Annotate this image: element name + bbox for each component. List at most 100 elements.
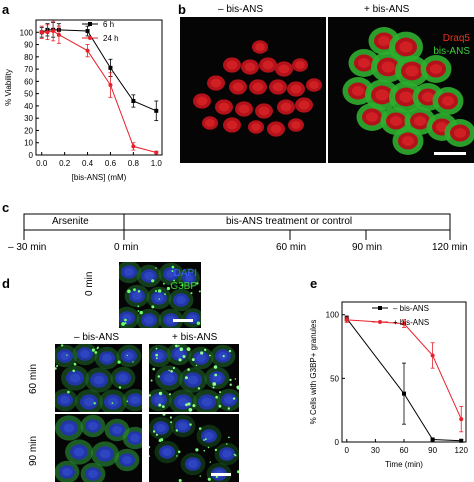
granule bbox=[190, 292, 193, 295]
granule bbox=[184, 376, 188, 380]
nucleus-texture bbox=[205, 119, 215, 127]
x-tick-label: 0.2 bbox=[59, 159, 71, 168]
granule bbox=[176, 455, 178, 457]
nucleus-texture bbox=[252, 82, 264, 92]
nucleus-texture bbox=[63, 423, 75, 433]
nucleus-texture bbox=[196, 354, 206, 362]
legend-marker bbox=[88, 36, 92, 40]
granule bbox=[168, 393, 172, 396]
timeline-tick-m30: – 30 min bbox=[8, 242, 47, 253]
granule bbox=[164, 293, 166, 296]
nucleus-texture bbox=[255, 43, 265, 51]
granule bbox=[151, 305, 155, 309]
nucleus-texture bbox=[222, 450, 232, 458]
nucleus-texture bbox=[184, 274, 194, 282]
nucleus-texture bbox=[442, 96, 454, 106]
nucleus-texture bbox=[93, 375, 105, 385]
nucleus-texture bbox=[124, 352, 134, 360]
granule bbox=[111, 402, 114, 404]
nucleus-texture bbox=[399, 91, 413, 103]
nucleus-texture bbox=[154, 294, 164, 302]
x-tick-label: 120 bbox=[455, 446, 469, 455]
granule bbox=[171, 265, 175, 269]
y-tick-label: 100 bbox=[20, 28, 34, 37]
y-tick-label: 10 bbox=[24, 139, 33, 148]
granule bbox=[229, 383, 232, 386]
data-point bbox=[51, 29, 56, 34]
granule bbox=[91, 348, 95, 352]
x-tick-label: 0.6 bbox=[105, 159, 117, 168]
panel-label-d: d bbox=[2, 276, 10, 291]
granule bbox=[237, 387, 239, 390]
nucleus-texture bbox=[102, 354, 112, 362]
granule bbox=[126, 354, 128, 357]
granule bbox=[200, 351, 204, 355]
nucleus-texture bbox=[226, 60, 238, 70]
granule bbox=[160, 438, 164, 442]
granule bbox=[181, 284, 184, 287]
granule bbox=[219, 391, 222, 394]
granule bbox=[179, 347, 184, 351]
timeline bbox=[23, 213, 451, 240]
granule bbox=[177, 450, 181, 454]
granule bbox=[155, 353, 158, 357]
nucleus-texture bbox=[99, 449, 111, 459]
y-tick-label: 80 bbox=[24, 53, 33, 62]
granule bbox=[152, 430, 156, 433]
x-axis-label: [bis-ANS] (mM) bbox=[72, 173, 127, 182]
granule bbox=[175, 429, 178, 432]
granule bbox=[197, 387, 201, 390]
nucleus-texture bbox=[130, 396, 140, 404]
scale-bar bbox=[434, 152, 466, 155]
viability-chart: 0 10 20 30 40 50 60 70 80 90 100 0.0 0.2 0.4 0.6 0.8 1.0… bbox=[4, 19, 163, 182]
nucleus-texture bbox=[73, 447, 85, 457]
nucleus-texture bbox=[224, 396, 234, 404]
granule bbox=[212, 382, 217, 386]
y-tick-label: 70 bbox=[24, 65, 33, 74]
granule bbox=[215, 395, 218, 399]
nucleus-texture bbox=[166, 316, 176, 324]
data-point bbox=[131, 144, 136, 149]
nucleus-texture bbox=[210, 78, 222, 88]
micro-b-minus bbox=[180, 17, 326, 163]
data-point bbox=[459, 417, 464, 422]
nucleus-texture bbox=[187, 375, 199, 385]
granule bbox=[209, 354, 211, 357]
timeline-tick-60: 60 min bbox=[276, 242, 307, 253]
micro-d-0min: DAPI G3BP bbox=[119, 262, 201, 328]
granules-chart: 0 50 100 0 30 60 90 120 Time (min) % Cells with G… bbox=[309, 301, 469, 469]
data-point bbox=[56, 32, 61, 37]
granule bbox=[188, 408, 193, 412]
granule bbox=[187, 368, 190, 371]
d-row0-label: 0 min bbox=[84, 271, 95, 296]
granule bbox=[126, 400, 129, 403]
granule bbox=[158, 403, 162, 407]
granule bbox=[60, 344, 64, 347]
granule bbox=[207, 477, 211, 481]
granule bbox=[168, 369, 170, 372]
nucleus-texture bbox=[166, 270, 176, 278]
nucleus-texture bbox=[122, 314, 132, 322]
nucleus-texture bbox=[88, 470, 98, 478]
x-axis-label: Time (min) bbox=[385, 460, 423, 469]
granule bbox=[66, 354, 68, 356]
timeline-tick-120: 120 min bbox=[432, 242, 468, 253]
granule bbox=[213, 365, 218, 369]
nucleus-texture bbox=[402, 136, 414, 146]
nucleus-texture bbox=[132, 292, 142, 300]
granule bbox=[178, 345, 180, 347]
granule bbox=[157, 375, 160, 378]
nucleus-texture bbox=[154, 396, 164, 404]
granule bbox=[196, 282, 199, 285]
nucleus-texture bbox=[154, 352, 164, 360]
nucleus-texture bbox=[352, 86, 364, 96]
granule bbox=[204, 348, 207, 352]
granule bbox=[155, 267, 157, 269]
nucleus-texture bbox=[278, 64, 290, 74]
x-tick-label: 30 bbox=[371, 446, 380, 455]
x-tick-label: 0.4 bbox=[82, 159, 94, 168]
nucleus-texture bbox=[144, 316, 154, 324]
nucleus-texture bbox=[238, 104, 250, 114]
nucleus-texture bbox=[83, 397, 95, 407]
granule bbox=[212, 386, 215, 389]
